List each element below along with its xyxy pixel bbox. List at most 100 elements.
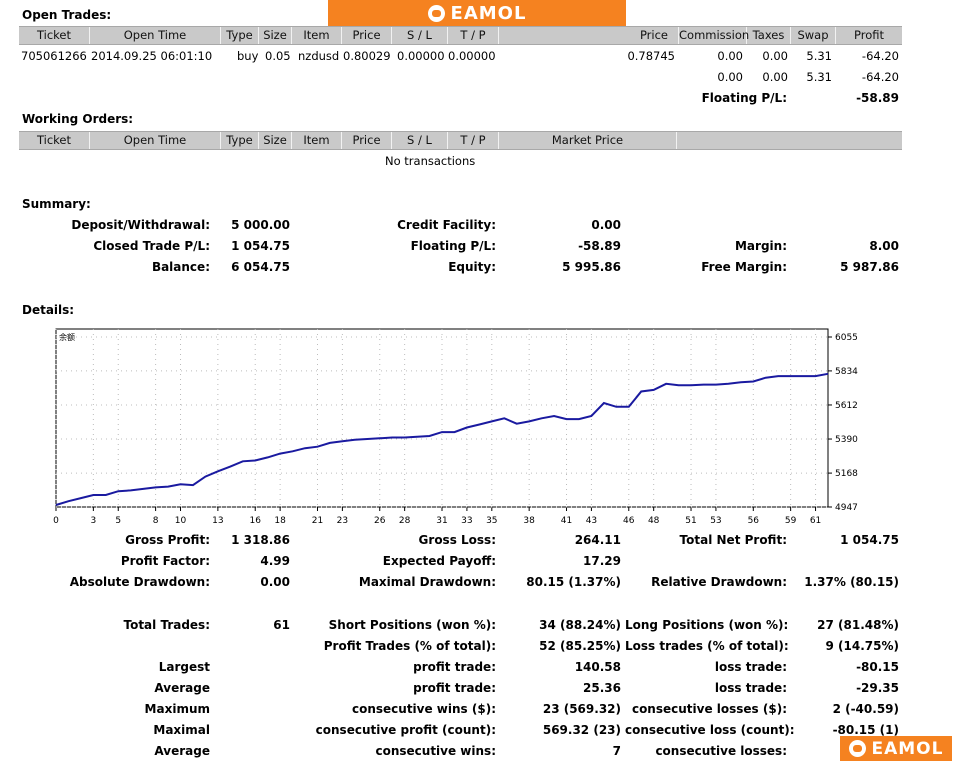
maximal-label: Maximal [153,723,210,737]
chart-y-tick-label: 5390 [835,435,858,445]
profit-factor-value: 4.99 [260,554,290,568]
chart-x-tick-label: 16 [249,516,261,524]
closed-pl-label: Closed Trade P/L: [93,239,210,253]
chart-x-tick-label: 18 [274,516,286,524]
col-ticket: Ticket [19,27,90,44]
row-item: nzdusd [298,49,340,63]
short-positions-label: Short Positions (won %): [328,618,496,632]
average2-label: Average [154,744,210,758]
maximal-loss-label: consecutive loss (count): [625,723,795,737]
chart-x-tick-label: 3 [90,516,96,524]
chart-x-tick-label: 8 [153,516,159,524]
chart-x-tick-label: 5 [115,516,121,524]
largest-label: Largest [158,660,210,674]
gross-profit-value: 1 318.86 [231,533,290,547]
brand-logo-icon-small [848,740,866,757]
closed-pl-value: 1 054.75 [231,239,290,253]
largest-profit-value: 140.58 [574,660,621,674]
summary-floating-value: -58.89 [578,239,621,253]
col-item: Item [292,27,342,44]
wo-col-empty [677,132,902,149]
total-profit: -64.20 [861,70,899,84]
chart-y-tick-label: 6055 [835,333,858,343]
credit-value: 0.00 [591,218,621,232]
loss-trades-value: 9 (14.75%) [825,639,899,653]
free-margin-value: 5 987.86 [840,260,899,274]
max-cons-losses-value: 2 (-40.59) [832,702,899,716]
wo-col-type: Type [221,132,259,149]
row-taxes: 0.00 [762,49,788,63]
margin-label: Margin: [734,239,787,253]
wo-col-open-time: Open Time [90,132,221,149]
total-swap: 5.31 [806,70,832,84]
wo-col-tp: T / P [448,132,499,149]
row-tp: 0.00000 [448,49,496,63]
maximal-profit-value: 569.32 (23) [542,723,621,737]
row-profit: -64.20 [861,49,899,63]
maximal-loss-value: -80.15 (1) [832,723,899,737]
row-size: 0.05 [265,49,291,63]
average-profit-label: profit trade: [413,681,496,695]
col-type: Type [221,27,259,44]
chart-y-tick-label: 5834 [835,367,858,377]
expected-payoff-label: Expected Payoff: [382,554,496,568]
chart-balance-line [55,372,829,506]
balance-label: Balance: [151,260,210,274]
maximal-profit-label: consecutive profit (count): [315,723,496,737]
chart-x-tick-label: 26 [374,516,386,524]
profit-factor-label: Profit Factor: [120,554,210,568]
details-title: Details: [22,303,75,317]
abs-drawdown-label: Absolute Drawdown: [69,575,210,589]
chart-x-tick-label: 0 [53,516,59,524]
row-sl: 0.00000 [397,49,445,63]
chart-x-tick-label: 53 [710,516,721,524]
floating-pl-label: Floating P/L: [701,91,787,105]
wo-col-sl: S / L [392,132,448,149]
wo-col-market-price: Market Price [499,132,677,149]
col-taxes: Taxes [747,27,791,44]
max-cons-wins-label: consecutive wins ($): [351,702,496,716]
row-type: buy [237,49,259,63]
equity-label: Equity: [448,260,496,274]
wo-col-size: Size [259,132,292,149]
max-cons-losses-label: consecutive losses ($): [631,702,787,716]
average-loss-value: -29.35 [856,681,899,695]
brand-logo-icon [427,5,445,22]
working-orders-title: Working Orders: [22,112,134,126]
col-size: Size [259,27,292,44]
chart-x-tick-label: 61 [810,516,821,524]
col-commission: Commission [679,27,750,44]
row-open-time: 2014.09.25 06:01:10 [91,49,213,63]
chart-x-tick-label: 46 [623,516,635,524]
brand-logo-text-small: EAMOL [871,738,944,759]
summary-title: Summary: [22,197,91,211]
row-swap: 5.31 [806,49,832,63]
max-drawdown-label: Maximal Drawdown: [358,575,496,589]
total-trades-label: Total Trades: [123,618,210,632]
col-sl: S / L [392,27,448,44]
chart-x-tick-label: 56 [748,516,760,524]
chart-x-tick-label: 13 [212,516,223,524]
total-commission: 0.00 [717,70,743,84]
rel-drawdown-value: 1.37% (80.15) [804,575,899,589]
chart-x-tick-label: 31 [436,516,447,524]
largest-profit-label: profit trade: [413,660,496,674]
gross-profit-label: Gross Profit: [125,533,210,547]
summary-floating-label: Floating P/L: [410,239,496,253]
max-cons-wins-value: 23 (569.32) [542,702,621,716]
wo-col-price: Price [342,132,392,149]
abs-drawdown-value: 0.00 [260,575,290,589]
row-price: 0.80029 [343,49,391,63]
credit-label: Credit Facility: [397,218,496,232]
average-label: Average [154,681,210,695]
col-swap: Swap [791,27,836,44]
col-tp: T / P [448,27,499,44]
chart-x-tick-label: 41 [561,516,572,524]
total-net-label: Total Net Profit: [679,533,787,547]
wo-col-ticket: Ticket [19,132,90,149]
chart-x-tick-label: 51 [685,516,696,524]
wo-col-item: Item [292,132,342,149]
max-drawdown-value: 80.15 (1.37%) [526,575,621,589]
brand-logo-text: EAMOL [450,3,527,24]
chart-y-tick-label: 5612 [835,401,858,411]
